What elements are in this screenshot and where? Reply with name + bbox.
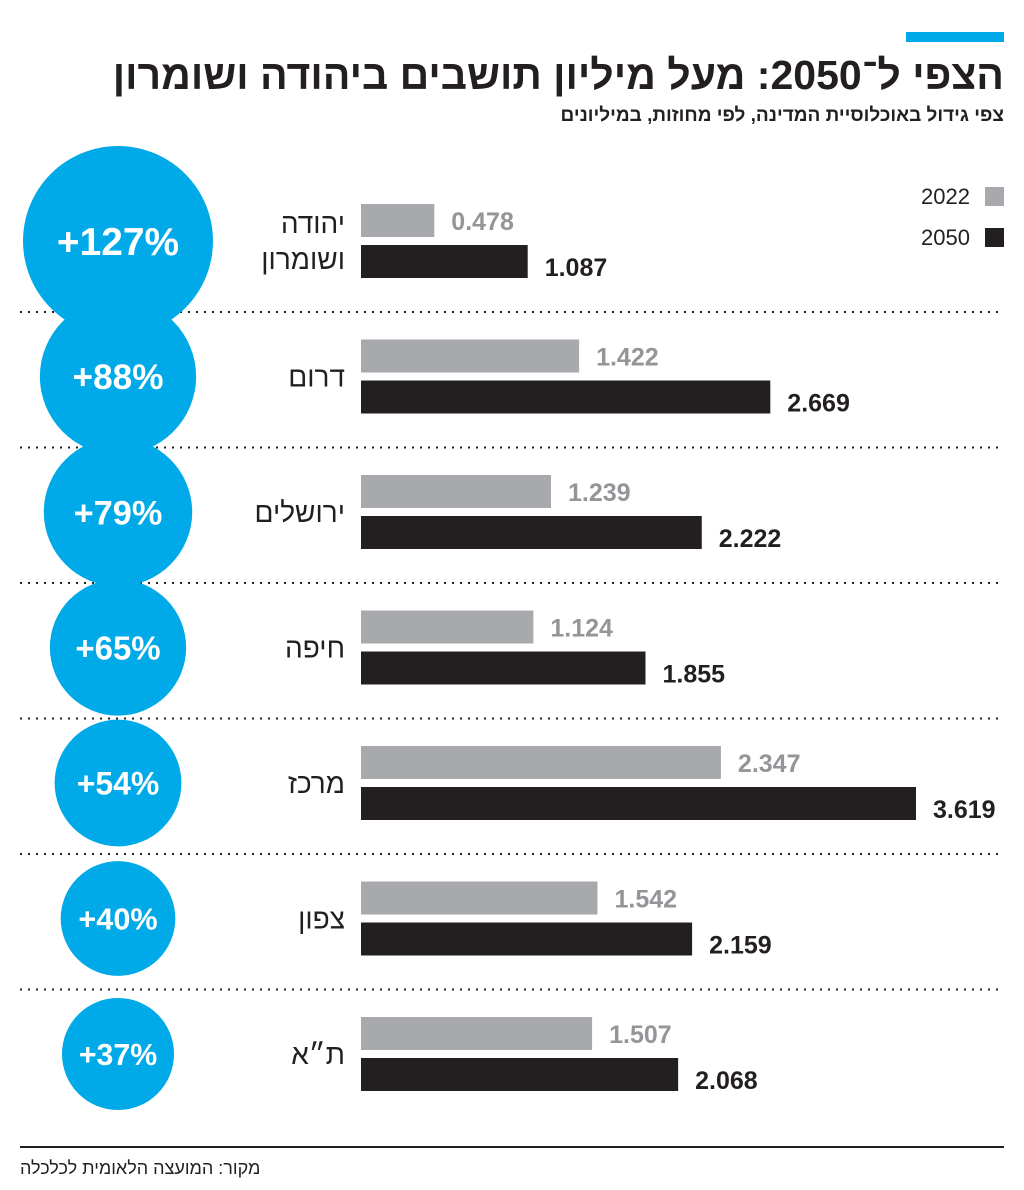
growth-circle (43, 437, 193, 587)
bar-2022 (361, 475, 552, 508)
value-label-2022: 2.347 (738, 750, 801, 778)
value-label-2022: 1.422 (596, 344, 659, 372)
category-label: דרום (288, 362, 345, 393)
value-label-2050: 2.669 (787, 390, 850, 418)
legend-label-2022: 2022 (921, 184, 970, 209)
category-label: חיפה (285, 633, 345, 664)
bar-2022 (361, 1017, 593, 1050)
growth-circle (54, 719, 182, 847)
source-text: מקור: המועצה הלאומית לכלכלה (20, 1158, 261, 1178)
chart-subtitle: צפי גידול באוכלוסיית המדינה, לפי מחוזות,… (560, 105, 1004, 126)
category-label: מרכז (288, 768, 345, 799)
bar-2050 (361, 922, 693, 956)
value-label-2050: 1.855 (662, 661, 725, 689)
value-label-2050: 2.068 (695, 1067, 758, 1095)
growth-label: +65% (75, 629, 160, 666)
bar-2050 (361, 245, 528, 278)
growth-circle (39, 298, 197, 455)
value-label-2050: 2.222 (719, 525, 782, 553)
legend-swatch-2050 (985, 228, 1004, 247)
bar-2050 (361, 651, 646, 685)
legend-swatch-2022 (985, 187, 1004, 206)
value-label-2022: 1.124 (550, 615, 613, 643)
bar-2022 (361, 610, 534, 644)
bar-2022 (361, 881, 598, 915)
growth-label: +37% (79, 1039, 157, 1072)
value-label-2022: 1.239 (568, 479, 631, 507)
growth-label: +88% (73, 358, 164, 397)
bar-chart: 2022 2050 +127% יהודה ושומרון 0.478 1.087 +88% ד… (20, 146, 1004, 1111)
category-label: ת״א (291, 1039, 345, 1070)
bar-2022 (361, 746, 721, 779)
growth-circle (61, 997, 175, 1111)
value-label-2050: 1.087 (545, 254, 608, 282)
bar-2022 (361, 339, 580, 373)
growth-circle (49, 579, 187, 716)
bar-2022 (361, 204, 435, 237)
growth-label: +79% (74, 494, 163, 532)
bar-2050 (361, 380, 771, 414)
value-label-2050: 3.619 (933, 796, 996, 824)
bar-2050 (361, 787, 916, 820)
value-label-2022: 0.478 (451, 208, 514, 236)
growth-label: +40% (78, 903, 157, 937)
category-label: ירושלים (255, 497, 345, 528)
value-label-2050: 2.159 (709, 932, 772, 960)
category-label: יהודה (281, 208, 345, 239)
chart-title: הצפי ל־2050: מעל מיליון תושבים ביהודה וש… (112, 52, 1004, 98)
source-divider (20, 1146, 1004, 1148)
category-label: ושומרון (261, 244, 345, 275)
bar-2050 (361, 516, 702, 549)
bar-2050 (361, 1058, 679, 1091)
category-label: צפון (298, 904, 345, 935)
value-label-2022: 1.507 (609, 1021, 672, 1049)
growth-circle (60, 861, 176, 976)
legend-label-2050: 2050 (921, 225, 970, 250)
growth-label: +127% (57, 221, 179, 264)
growth-label: +54% (77, 766, 160, 802)
accent-bar (906, 32, 1004, 42)
source-note: מקור: המועצה הלאומית לכלכלה (20, 1156, 420, 1180)
growth-circle (23, 146, 213, 336)
value-label-2022: 1.542 (614, 886, 677, 914)
